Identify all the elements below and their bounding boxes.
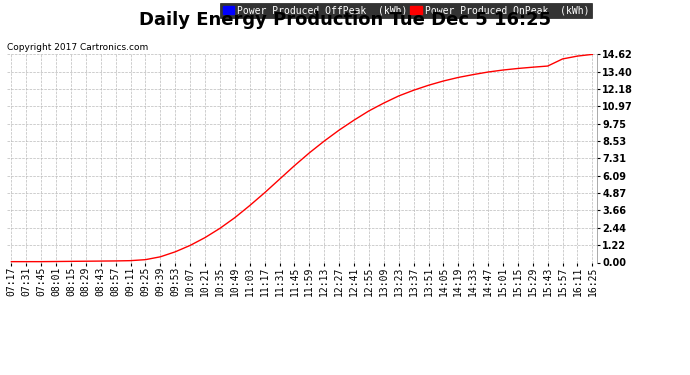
Text: Daily Energy Production Tue Dec 5 16:25: Daily Energy Production Tue Dec 5 16:25	[139, 11, 551, 29]
Text: Copyright 2017 Cartronics.com: Copyright 2017 Cartronics.com	[7, 43, 148, 52]
Legend: Power Produced OffPeak  (kWh), Power Produced OnPeak  (kWh): Power Produced OffPeak (kWh), Power Prod…	[220, 3, 592, 18]
